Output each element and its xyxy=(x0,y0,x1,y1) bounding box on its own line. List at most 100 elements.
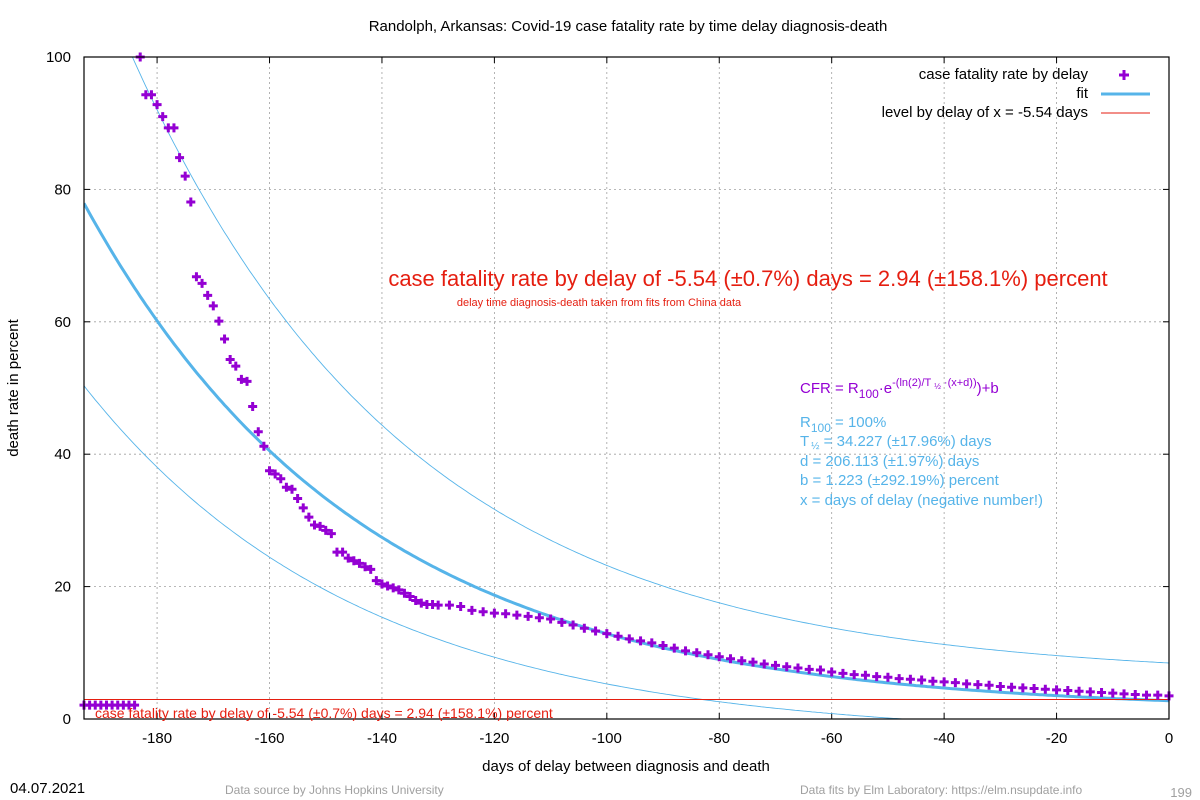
data-point xyxy=(1007,682,1017,692)
y-tick-label: 100 xyxy=(46,49,71,66)
data-point xyxy=(770,660,780,670)
data-point xyxy=(321,525,331,535)
data-point xyxy=(191,272,201,282)
data-point xyxy=(259,441,269,451)
data-point xyxy=(489,608,499,618)
data-point xyxy=(236,374,246,384)
param-r100-value: = 100% xyxy=(831,414,886,431)
data-point xyxy=(315,521,325,531)
data-point xyxy=(197,278,207,288)
data-point xyxy=(298,503,308,513)
data-point xyxy=(326,529,336,539)
data-point xyxy=(293,494,303,504)
data-point xyxy=(242,376,252,386)
data-point xyxy=(759,659,769,669)
x-tick-label: -40 xyxy=(933,730,955,747)
data-point xyxy=(203,290,213,300)
data-point xyxy=(838,668,848,678)
data-point xyxy=(152,100,162,110)
data-point xyxy=(343,553,353,563)
data-points xyxy=(79,52,1174,710)
param-x: x = days of delay (negative number!) xyxy=(800,492,1043,509)
data-point xyxy=(748,657,758,667)
data-point xyxy=(248,402,258,412)
data-point xyxy=(394,585,404,595)
data-point xyxy=(1097,688,1107,698)
data-point xyxy=(169,123,179,133)
data-point xyxy=(579,623,589,633)
x-axis-label: days of delay between diagnosis and deat… xyxy=(482,758,770,775)
data-point xyxy=(714,652,724,662)
data-point xyxy=(917,675,927,685)
axis-ticks: -180 -160 -140 -120 -100 -80 -60 -40 -20 0 0 20 40 60… xyxy=(46,49,1173,747)
data-point xyxy=(939,677,949,687)
formula-plus-b: )+b xyxy=(977,380,999,397)
param-thalf-value: = 34.227 (±17.96%) days xyxy=(820,433,992,450)
data-point xyxy=(399,588,409,598)
data-point xyxy=(1142,690,1152,700)
data-point xyxy=(220,334,230,344)
data-point xyxy=(613,631,623,641)
legend-label-points: case fatality rate by delay xyxy=(919,66,1089,83)
main-annotation: case fatality rate by delay of -5.54 (±0… xyxy=(388,266,1107,291)
data-point xyxy=(1108,688,1118,698)
data-point xyxy=(253,427,263,437)
x-tick-label: -20 xyxy=(1046,730,1068,747)
param-r100-prefix: R xyxy=(800,414,811,431)
data-point xyxy=(1074,686,1084,696)
data-point xyxy=(1018,683,1028,693)
data-point xyxy=(130,700,140,710)
data-point xyxy=(568,620,578,630)
footer-date: 04.07.2021 xyxy=(10,780,85,797)
data-point xyxy=(411,596,421,606)
data-point xyxy=(1130,690,1140,700)
data-point xyxy=(501,609,511,619)
data-point xyxy=(523,611,533,621)
data-point xyxy=(973,680,983,690)
data-point xyxy=(1119,689,1129,699)
footer-fits: Data fits by Elm Laboratory: https://elm… xyxy=(800,783,1082,797)
data-point xyxy=(175,153,185,163)
param-r100: R100 = 100% xyxy=(800,414,886,435)
data-point xyxy=(1153,690,1163,700)
data-point xyxy=(444,600,454,610)
data-point xyxy=(602,629,612,639)
data-point xyxy=(883,672,893,682)
data-point xyxy=(371,576,381,586)
data-point xyxy=(624,634,634,644)
data-point xyxy=(186,197,196,207)
fit-curve-upper xyxy=(131,57,1169,664)
data-point xyxy=(1052,685,1062,695)
x-tick-label: -180 xyxy=(142,730,172,747)
x-tick-label: -140 xyxy=(367,730,397,747)
data-point xyxy=(546,614,556,624)
data-point xyxy=(1085,687,1095,697)
y-tick-label: 0 xyxy=(63,711,71,728)
data-point xyxy=(287,484,297,494)
data-point xyxy=(849,670,859,680)
data-point xyxy=(804,664,814,674)
data-point xyxy=(360,562,370,572)
data-point xyxy=(225,355,235,365)
data-point xyxy=(377,579,387,589)
y-tick-label: 80 xyxy=(54,181,71,198)
data-point xyxy=(383,581,393,591)
data-point xyxy=(433,600,443,610)
legend-marker-points xyxy=(1119,70,1129,80)
data-point xyxy=(456,601,466,611)
data-point xyxy=(726,654,736,664)
y-axis-label: death rate in percent xyxy=(5,318,22,456)
sub-annotation: delay time diagnosis-death taken from fi… xyxy=(457,297,742,309)
data-point xyxy=(636,636,646,646)
data-point xyxy=(534,613,544,623)
data-point xyxy=(928,676,938,686)
formula-cfr: CFR = R xyxy=(800,380,859,397)
data-point xyxy=(669,643,679,653)
data-point xyxy=(681,646,691,656)
chart-title: Randolph, Arkansas: Covid-19 case fatali… xyxy=(369,18,888,35)
data-point xyxy=(995,682,1005,692)
data-point xyxy=(894,674,904,684)
data-point xyxy=(658,641,668,651)
